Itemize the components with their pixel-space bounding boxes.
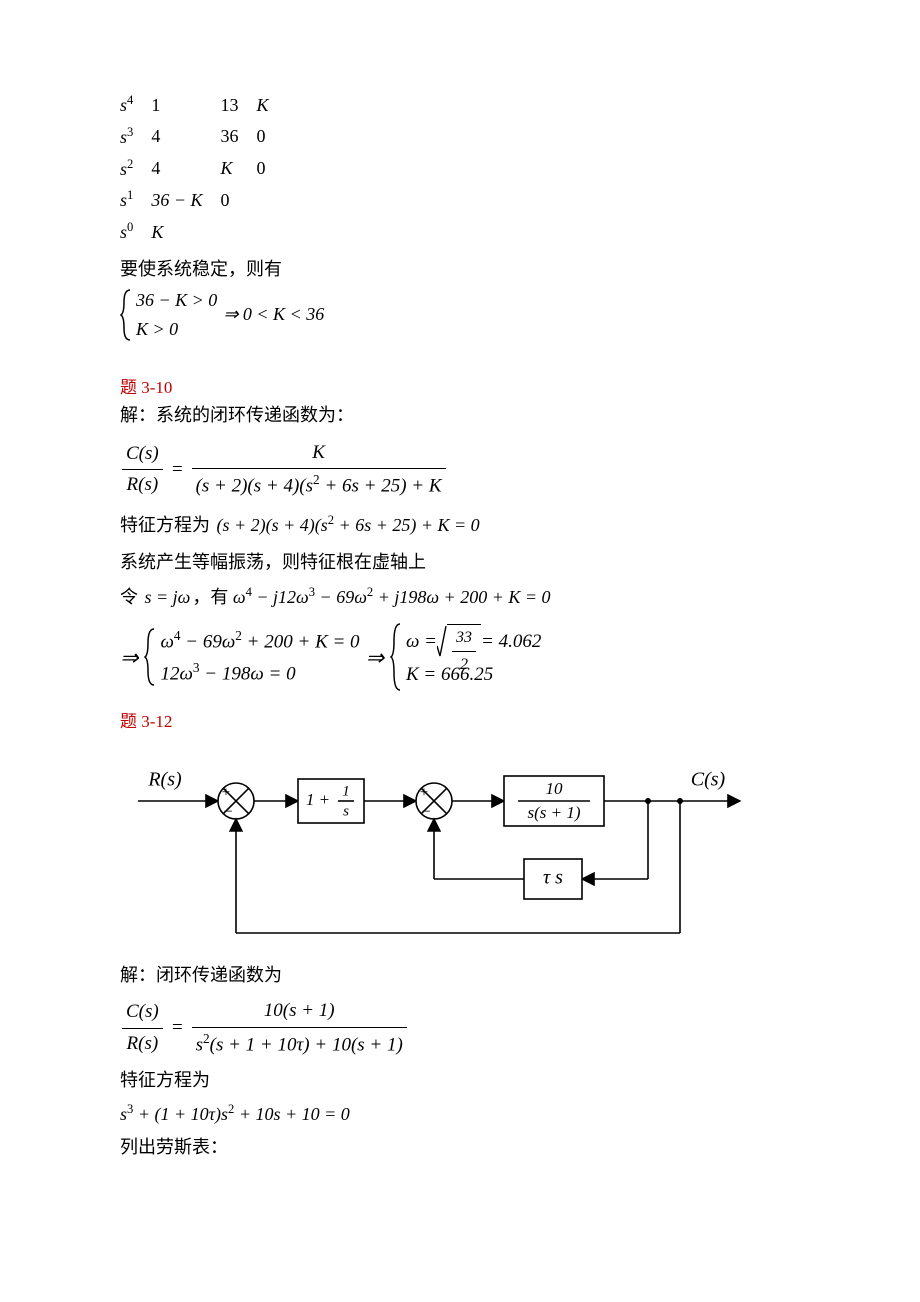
cond1-result: ⇒ 0 < K < 36 xyxy=(223,300,324,329)
cond1-top: 36 − K > 0 xyxy=(136,290,217,310)
svg-text:−: − xyxy=(421,804,430,821)
svg-text:+: + xyxy=(222,785,230,801)
line-312-1: 解：闭环传递函数为 xyxy=(120,961,820,990)
cond1-bot: K > 0 xyxy=(136,319,178,339)
char-eq-310: 特征方程为 (s + 2)(s + 4)(s2 + 6s + 25) + K =… xyxy=(120,510,820,540)
svg-text:1: 1 xyxy=(342,784,350,800)
char-eq-312: s3 + (1 + 10τ)s2 + 10s + 10 = 0 xyxy=(120,1099,820,1129)
svg-text:R(s): R(s) xyxy=(147,769,182,791)
heading-3-10: 题 3-10 xyxy=(120,374,820,401)
line-310-1: 解：系统的闭环传递函数为： xyxy=(120,401,820,430)
svg-text:10: 10 xyxy=(546,779,564,798)
line-312-4: 列出劳斯表： xyxy=(120,1133,820,1162)
line-312-2: 特征方程为 xyxy=(120,1066,820,1095)
omega-solution: ⇒ ω4 − 69ω2 + 200 + K = 0 12ω3 − 198ω = … xyxy=(120,622,820,692)
line-310-3: 系统产生等幅振荡，则特征根在虚轴上 xyxy=(120,548,820,577)
tf-eq-310: C(s)R(s) = K(s + 2)(s + 4)(s2 + 6s + 25)… xyxy=(120,438,820,502)
svg-text:−: − xyxy=(223,804,232,821)
stability-condition-eq: 36 − K > 0 K > 0 ⇒ 0 < K < 36 xyxy=(120,288,820,342)
line-310-4: 令 s = jω，有 ω4 − j12ω3 − 69ω2 + j198ω + 2… xyxy=(120,582,820,612)
tf-eq-312: C(s)R(s) = 10(s + 1)s2(s + 1 + 10τ) + 10… xyxy=(120,996,820,1060)
svg-text:C(s): C(s) xyxy=(691,769,726,791)
svg-text:+: + xyxy=(420,785,428,801)
heading-3-12: 题 3-12 xyxy=(120,708,820,735)
svg-text:τ s: τ s xyxy=(543,867,563,889)
block-diagram: R(s) + − 1 + 1 s + − 10 s(s + 1) C(s) τ s xyxy=(120,743,760,953)
svg-text:1 +: 1 + xyxy=(306,790,330,809)
routh-array-table: s4113Ks34360s24K0s136 − K0s0K xyxy=(120,90,286,249)
stable-condition-text: 要使系统稳定，则有 xyxy=(120,255,820,284)
svg-text:s(s + 1): s(s + 1) xyxy=(527,803,580,822)
svg-text:s: s xyxy=(343,804,349,820)
